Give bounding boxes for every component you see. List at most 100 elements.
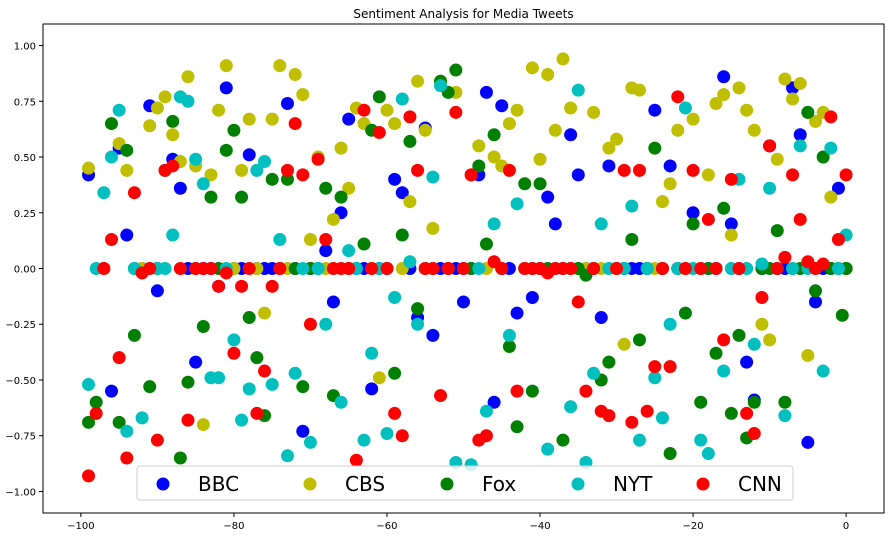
data-point-nyt	[763, 181, 777, 195]
data-point-nyt	[235, 413, 249, 427]
data-point-fox	[280, 172, 294, 186]
data-point-bbc	[189, 355, 203, 369]
data-point-cbs	[326, 212, 340, 226]
data-point-cnn	[380, 262, 394, 275]
data-point-nyt	[541, 442, 555, 456]
data-point-fox	[717, 201, 731, 215]
data-point-cnn	[250, 406, 264, 420]
data-point-cnn	[227, 346, 241, 360]
data-point-fox	[518, 177, 532, 191]
y-tick-label: 1.00	[14, 42, 36, 53]
data-point-bbc	[571, 168, 585, 182]
data-point-cnn	[686, 163, 700, 177]
data-point-bbc	[740, 355, 754, 369]
x-tick-label: −20	[683, 521, 704, 532]
data-point-bbc	[663, 159, 677, 173]
data-point-cnn	[403, 110, 417, 124]
data-point-cnn	[694, 262, 708, 275]
data-point-cbs	[296, 88, 310, 102]
data-point-cbs	[709, 97, 723, 111]
data-point-fox	[166, 114, 180, 128]
data-point-fox	[296, 380, 310, 394]
data-point-fox	[472, 159, 486, 173]
data-point-cbs	[587, 105, 601, 119]
data-point-bbc	[479, 85, 493, 99]
legend-label-fox: Fox	[482, 472, 516, 496]
data-point-cbs	[388, 117, 402, 131]
data-point-cnn	[770, 262, 784, 275]
data-point-cbs	[525, 61, 539, 75]
data-point-cnn	[288, 117, 302, 131]
data-point-cnn	[732, 262, 746, 275]
data-point-nyt	[434, 79, 448, 93]
data-point-fox	[227, 123, 241, 137]
data-point-nyt	[212, 371, 226, 385]
y-tick-label: 0.75	[14, 97, 36, 108]
data-point-fox	[265, 172, 279, 186]
data-point-bbc	[457, 295, 470, 309]
data-point-cbs	[411, 74, 425, 88]
data-point-cnn	[265, 279, 279, 293]
data-point-nyt	[786, 262, 800, 275]
data-point-bbc	[602, 159, 616, 173]
x-tick-label: −80	[223, 521, 244, 532]
data-point-cbs	[303, 233, 317, 247]
data-point-bbc	[541, 190, 555, 204]
data-point-nyt	[242, 382, 256, 396]
data-point-cbs	[120, 163, 134, 177]
data-point-bbc	[426, 328, 440, 342]
data-point-cnn	[464, 168, 478, 182]
x-tick-label: −40	[529, 521, 550, 532]
data-point-fox	[143, 380, 157, 394]
data-point-nyt	[411, 317, 425, 331]
data-point-cnn	[778, 250, 792, 264]
data-point-nyt	[97, 186, 111, 200]
data-point-cbs	[541, 68, 555, 82]
plot-frame	[42, 23, 885, 514]
data-point-cbs	[487, 150, 501, 164]
data-point-nyt	[816, 364, 830, 378]
data-point-bbc	[525, 290, 539, 304]
data-point-cnn	[104, 233, 118, 247]
series-cnn	[82, 90, 853, 483]
data-point-cnn	[388, 406, 402, 420]
data-point-nyt	[510, 197, 524, 211]
data-point-bbc	[365, 382, 379, 396]
data-point-cbs	[288, 68, 302, 82]
data-point-cnn	[273, 262, 287, 275]
data-point-cbs	[533, 152, 547, 166]
data-point-nyt	[625, 199, 639, 213]
data-point-cbs	[158, 90, 172, 104]
data-point-fox	[487, 128, 501, 142]
data-point-cnn	[89, 406, 103, 420]
data-point-cbs	[204, 168, 218, 182]
points-layer	[82, 52, 853, 483]
data-point-nyt	[265, 377, 279, 391]
data-point-cnn	[457, 262, 470, 275]
data-point-cnn	[709, 262, 723, 275]
data-point-cnn	[839, 168, 853, 182]
chart-title: Sentiment Analysis for Media Tweets	[353, 7, 573, 21]
data-point-cnn	[311, 152, 325, 166]
data-point-fox	[357, 237, 371, 251]
data-point-bbc	[809, 295, 823, 309]
data-point-fox	[678, 306, 692, 320]
data-point-fox	[809, 284, 823, 298]
data-point-nyt	[755, 257, 769, 271]
data-point-cnn	[449, 105, 463, 119]
data-point-fox	[388, 366, 402, 380]
data-point-cnn	[701, 212, 715, 226]
y-tick-label: −0.75	[5, 432, 36, 443]
data-point-fox	[219, 143, 233, 157]
data-point-cnn	[495, 262, 509, 275]
data-point-bbc	[724, 217, 738, 231]
data-point-nyt	[250, 163, 264, 177]
data-point-bbc	[388, 172, 402, 186]
data-point-cnn	[357, 103, 371, 117]
legend-label-nyt: NYT	[613, 472, 653, 496]
data-point-nyt	[831, 262, 845, 275]
data-point-cbs	[671, 123, 685, 137]
data-point-fox	[449, 63, 463, 77]
data-point-cnn	[112, 351, 126, 365]
data-point-nyt	[319, 317, 333, 331]
